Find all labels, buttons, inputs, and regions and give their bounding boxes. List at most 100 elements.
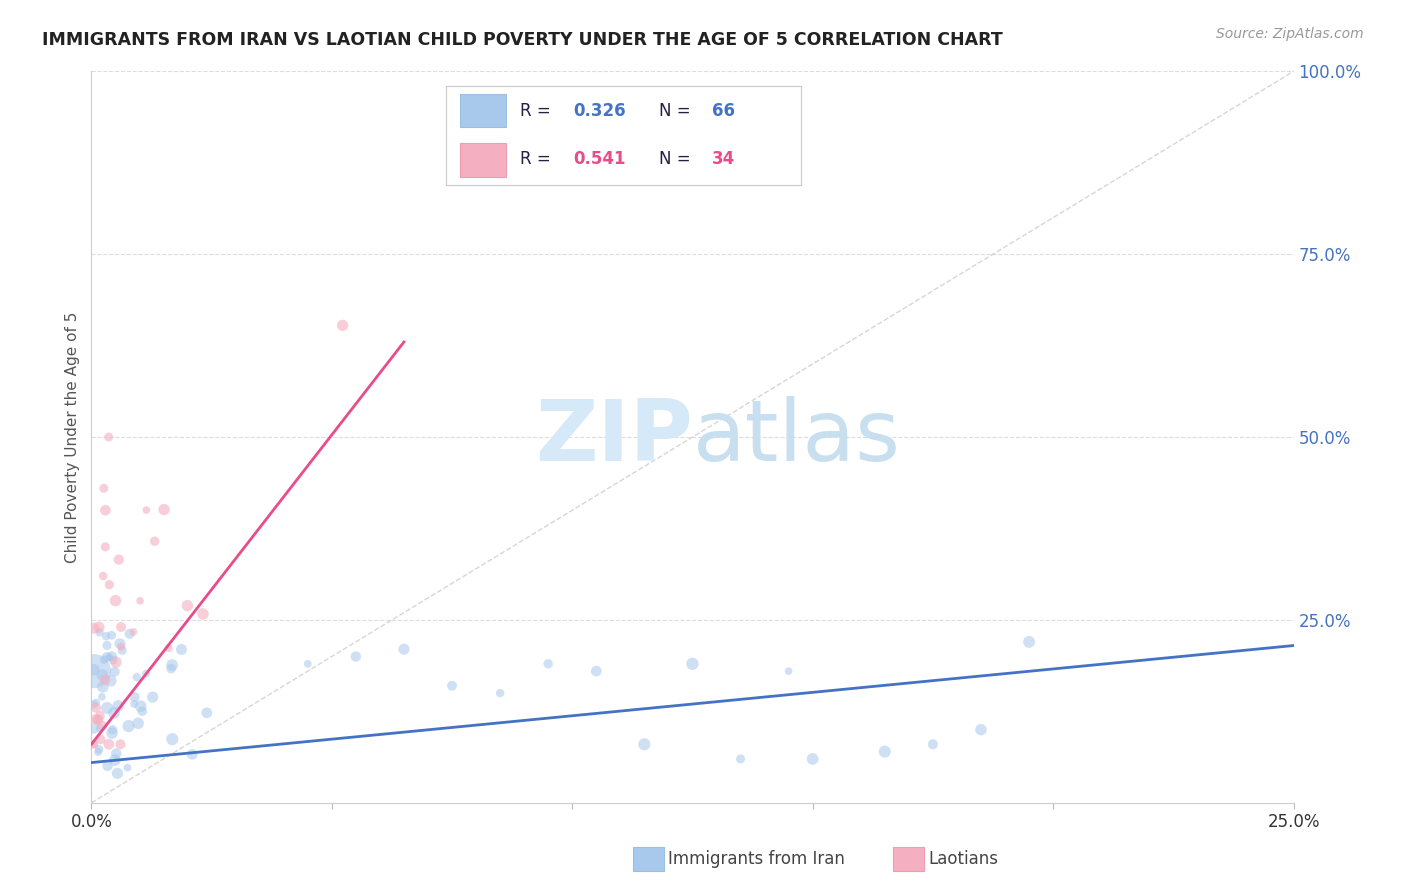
Point bbox=[191, 607, 214, 621]
Point bbox=[344, 649, 367, 664]
Point bbox=[103, 653, 125, 667]
Point bbox=[91, 569, 114, 583]
Point bbox=[87, 742, 110, 756]
Point bbox=[103, 706, 125, 720]
Point bbox=[87, 745, 110, 759]
Point bbox=[87, 713, 110, 727]
Point bbox=[127, 716, 149, 731]
Point bbox=[100, 649, 122, 664]
Point bbox=[108, 552, 131, 566]
Point bbox=[83, 664, 105, 678]
Point bbox=[93, 481, 115, 495]
Point bbox=[97, 430, 120, 444]
Point bbox=[87, 620, 110, 634]
Point bbox=[83, 722, 105, 736]
Point bbox=[101, 726, 124, 740]
Point bbox=[489, 686, 512, 700]
Point bbox=[93, 653, 115, 667]
Point bbox=[91, 668, 114, 682]
Point bbox=[86, 713, 108, 727]
Point bbox=[153, 502, 176, 516]
Point bbox=[91, 680, 114, 694]
Point bbox=[160, 658, 183, 673]
Point bbox=[101, 723, 124, 737]
Point bbox=[537, 657, 560, 671]
Point bbox=[122, 697, 145, 711]
Point bbox=[94, 503, 117, 517]
Point bbox=[873, 745, 896, 759]
Point bbox=[96, 639, 118, 653]
Point bbox=[83, 737, 105, 751]
Point bbox=[89, 708, 111, 723]
Point bbox=[131, 704, 153, 718]
Point bbox=[129, 594, 152, 608]
Point bbox=[135, 666, 157, 681]
Point bbox=[181, 747, 204, 762]
Point bbox=[160, 662, 183, 676]
Point bbox=[585, 664, 607, 678]
Y-axis label: Child Poverty Under the Age of 5: Child Poverty Under the Age of 5 bbox=[65, 311, 80, 563]
Point bbox=[107, 698, 129, 713]
Point bbox=[633, 737, 655, 751]
Point bbox=[297, 657, 319, 671]
Point bbox=[104, 665, 127, 679]
Point bbox=[135, 503, 157, 517]
Point bbox=[332, 318, 354, 333]
Point bbox=[89, 732, 111, 747]
Point bbox=[105, 747, 128, 761]
Point bbox=[83, 737, 105, 751]
Point bbox=[129, 699, 152, 714]
Point bbox=[142, 690, 165, 705]
Point bbox=[681, 657, 703, 671]
Point bbox=[117, 719, 139, 733]
Point bbox=[94, 629, 117, 643]
Point bbox=[83, 663, 105, 677]
Point bbox=[94, 540, 117, 554]
Point bbox=[111, 643, 134, 657]
Point bbox=[143, 534, 166, 549]
Point bbox=[110, 737, 132, 751]
Text: IMMIGRANTS FROM IRAN VS LAOTIAN CHILD POVERTY UNDER THE AGE OF 5 CORRELATION CHA: IMMIGRANTS FROM IRAN VS LAOTIAN CHILD PO… bbox=[42, 31, 1002, 49]
Point bbox=[118, 627, 141, 641]
Point bbox=[84, 700, 107, 714]
Point bbox=[124, 690, 146, 704]
Text: Immigrants from Iran: Immigrants from Iran bbox=[668, 850, 845, 868]
Point bbox=[84, 712, 107, 726]
Point bbox=[195, 706, 218, 720]
Point bbox=[98, 577, 121, 591]
Point bbox=[157, 641, 180, 656]
Text: ZIP: ZIP bbox=[534, 395, 692, 479]
Point bbox=[105, 655, 128, 669]
Point bbox=[108, 637, 131, 651]
Point bbox=[96, 650, 118, 665]
Point bbox=[117, 761, 139, 775]
Point bbox=[89, 722, 111, 736]
Point bbox=[1018, 635, 1040, 649]
Point bbox=[83, 698, 105, 712]
Point bbox=[83, 621, 105, 635]
Point bbox=[122, 624, 145, 639]
Point bbox=[110, 640, 132, 654]
Point bbox=[100, 673, 122, 688]
Point bbox=[730, 752, 752, 766]
Point bbox=[440, 679, 463, 693]
Point bbox=[922, 737, 945, 751]
Point bbox=[110, 620, 132, 634]
Point bbox=[125, 670, 148, 684]
Point bbox=[176, 599, 198, 613]
Point bbox=[104, 593, 127, 607]
Point bbox=[91, 719, 114, 733]
Point bbox=[104, 753, 127, 767]
Text: Laotians: Laotians bbox=[928, 850, 998, 868]
Point bbox=[107, 766, 129, 780]
Point bbox=[162, 732, 184, 747]
Text: atlas: atlas bbox=[692, 395, 900, 479]
Point bbox=[392, 642, 415, 657]
Point bbox=[96, 701, 118, 715]
Point bbox=[94, 673, 117, 687]
Point bbox=[801, 752, 824, 766]
Point bbox=[98, 650, 121, 665]
Point bbox=[778, 664, 800, 678]
Point bbox=[970, 723, 993, 737]
Point bbox=[170, 642, 193, 657]
